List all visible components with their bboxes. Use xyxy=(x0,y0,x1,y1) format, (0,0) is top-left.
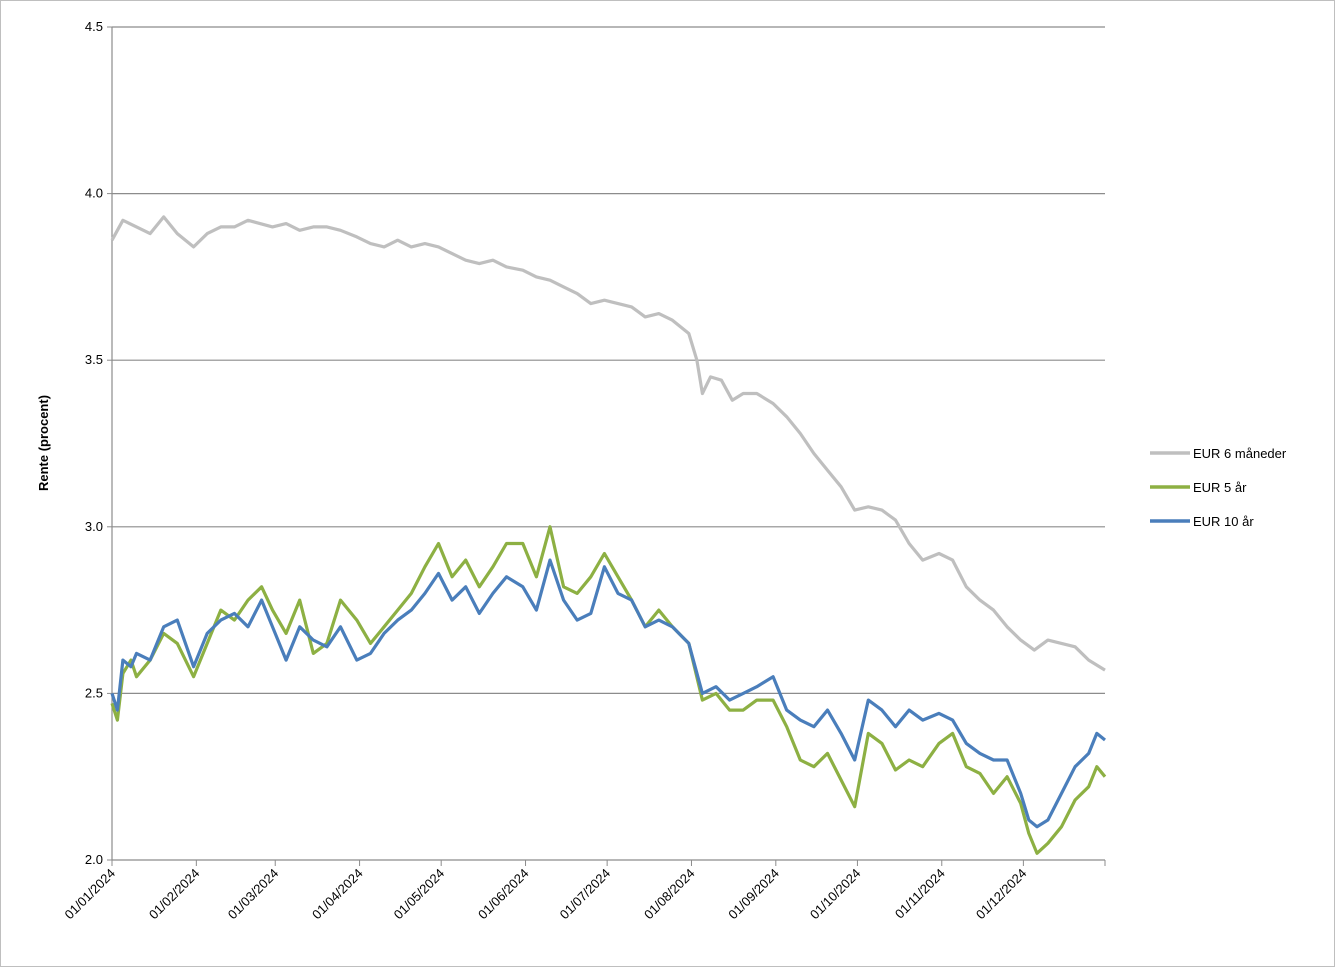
x-tick-label: 01/05/2024 xyxy=(391,866,448,923)
series-line-2 xyxy=(110,525,1107,855)
x-tick-label: 01/10/2024 xyxy=(807,866,864,923)
x-tick-label: 01/04/2024 xyxy=(309,866,366,923)
y-tick-label: 4.0 xyxy=(85,186,103,201)
y-axis-label: Rente (procent) xyxy=(36,395,51,491)
x-tick-label: 01/07/2024 xyxy=(557,866,614,923)
x-tick-label: 01/08/2024 xyxy=(641,866,698,923)
series-line-3 xyxy=(110,558,1107,829)
y-tick-label: 3.0 xyxy=(85,519,103,534)
y-tick-label: 4.5 xyxy=(85,19,103,34)
x-tick-label: 01/09/2024 xyxy=(725,866,782,923)
y-tick-labels: 2.0 2.5 3.0 3.5 4.0 4.5 xyxy=(85,19,103,867)
x-tick-label: 01/02/2024 xyxy=(146,866,203,923)
axes xyxy=(107,26,1106,866)
legend-label: EUR 10 år xyxy=(1193,514,1254,529)
gridlines xyxy=(112,26,1105,695)
y-tick-label: 3.5 xyxy=(85,352,103,367)
x-tick-label: 01/03/2024 xyxy=(225,866,282,923)
x-tick-label: 01/06/2024 xyxy=(475,866,532,923)
x-tick-label: 01/01/2024 xyxy=(61,866,118,923)
series-line-1 xyxy=(110,215,1106,672)
x-tick-labels: 01/01/2024 01/02/2024 01/03/2024 01/04/2024… xyxy=(61,866,1029,923)
legend-label: EUR 5 år xyxy=(1193,480,1247,495)
legend: EUR 6 måneder EUR 5 år EUR 10 år xyxy=(1150,446,1287,529)
y-tick-label: 2.5 xyxy=(85,685,103,700)
x-tick-label: 01/12/2024 xyxy=(973,866,1030,923)
series-group xyxy=(110,215,1107,855)
x-tick-label: 01/11/2024 xyxy=(892,866,948,922)
legend-label: EUR 6 måneder xyxy=(1193,446,1287,461)
y-tick-label: 2.0 xyxy=(85,852,103,867)
